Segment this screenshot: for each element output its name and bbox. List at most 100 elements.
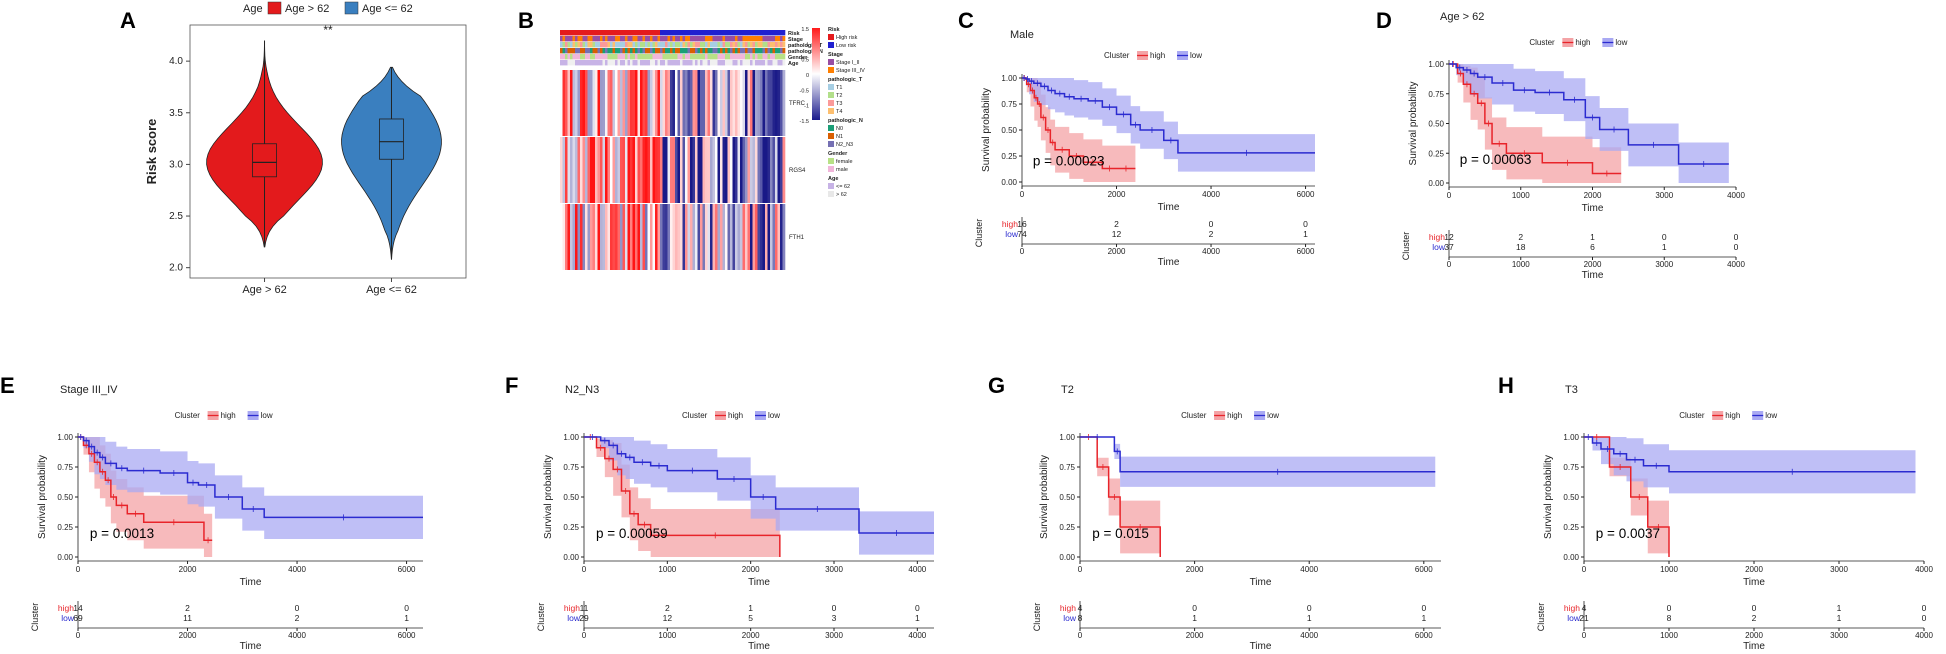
heatmap-cell [680, 70, 683, 136]
annotation-cell [737, 48, 741, 54]
y-tick-label: 0.00 [1001, 178, 1017, 187]
annotation-cell [615, 60, 618, 66]
annotation-cell [630, 48, 633, 54]
annotation-cell [610, 42, 613, 48]
risk-count: 1 [1192, 613, 1197, 623]
annotation-cell [662, 42, 666, 48]
heatmap-cell [650, 137, 653, 203]
annotation-cell [697, 42, 701, 48]
risk-count: 2 [1209, 229, 1214, 239]
p-value: p = 0.00063 [1460, 152, 1532, 167]
x-tick-label: 0 [1447, 191, 1452, 200]
annotation-cell [772, 54, 776, 60]
y-tick-label: 0.25 [563, 523, 579, 532]
heatmap-cell [667, 70, 671, 136]
annotation-cell [717, 30, 721, 36]
heatmap-cell [662, 137, 666, 203]
annotation-cell [610, 30, 613, 36]
annotation-cell [677, 54, 681, 60]
heatmap-cell [730, 204, 733, 270]
risk-x-tick-label: 0 [1582, 631, 1587, 640]
y-tick-label: 1.00 [1059, 433, 1075, 442]
annotation-cell [765, 60, 768, 66]
risk-x-tick-label: 3000 [1830, 631, 1848, 640]
annotation-cell [750, 60, 753, 66]
heatmap-cell [635, 70, 638, 136]
heatmap-cell [715, 204, 718, 270]
annotation-cell [615, 54, 618, 60]
annotation-cell [630, 30, 633, 36]
risk-count: 2 [1114, 219, 1119, 229]
heatmap-cell [695, 204, 698, 270]
y-tick-label: 0.25 [1001, 152, 1017, 161]
annotation-cell [612, 48, 616, 54]
heatmap-cell [705, 70, 708, 136]
annotation-cell [590, 48, 593, 54]
risk-count: 0 [1662, 232, 1667, 242]
annotation-cell [740, 42, 743, 48]
heatmap-legend-label: > 62 [836, 192, 847, 198]
heatmap-cell [605, 137, 608, 203]
annotation-cell [702, 54, 706, 60]
annotation-cell [630, 60, 633, 66]
heatmap-cell [767, 204, 771, 270]
risk-table-title: Cluster [30, 603, 40, 632]
heatmap-legend-title: pathologic_N [828, 118, 863, 124]
heatmap-cell [707, 137, 711, 203]
annotation-cell [607, 30, 611, 36]
annotation-cell [712, 30, 716, 36]
heatmap-cell [712, 137, 716, 203]
y-tick-label: 0.75 [1059, 463, 1075, 472]
heatmap-cell [697, 137, 701, 203]
annotation-cell [677, 60, 681, 66]
y-axis-label: Survival probability [1039, 455, 1050, 539]
heatmap-cell [622, 204, 626, 270]
heatmap-cell [750, 137, 753, 203]
heatmap-cell [752, 137, 756, 203]
y-tick-label: 0.75 [1001, 100, 1017, 109]
heatmap-cell [705, 204, 708, 270]
heatmap-cell [575, 204, 578, 270]
panel-letter-e: E [0, 373, 15, 398]
heatmap-cell [740, 137, 743, 203]
heatmap-cell [562, 137, 566, 203]
heatmap-cell [717, 137, 721, 203]
annotation-cell [715, 54, 718, 60]
annotation-cell [652, 54, 656, 60]
annotation-cell [592, 30, 596, 36]
annotation-cell [675, 30, 678, 36]
annotation-cell [685, 30, 688, 36]
p-value: p = 0.00059 [596, 526, 668, 541]
annotation-cell [775, 42, 778, 48]
annotation-cell [582, 36, 586, 42]
annotation-cell [705, 42, 708, 48]
annotation-cell [595, 36, 598, 42]
annotation-cell [682, 60, 686, 66]
annotation-cell [585, 48, 588, 54]
heatmap-cell [730, 70, 733, 136]
heatmap-cell [770, 204, 773, 270]
heatmap-cell [570, 70, 573, 136]
annotation-cell [770, 36, 773, 42]
annotation-cell [742, 60, 746, 66]
annotation-cell [645, 36, 648, 42]
heatmap-cell [625, 204, 628, 270]
heatmap-cell [667, 137, 671, 203]
km-title: Age > 62 [1440, 11, 1484, 23]
annotation-cell [740, 30, 743, 36]
annotation-cell [602, 36, 606, 42]
annotation-cell [650, 30, 653, 36]
heatmap-legend-label: Stage I_II [836, 60, 860, 66]
heatmap-cell [600, 137, 603, 203]
heatmap-cell [652, 70, 656, 136]
heatmap-legend-label: <= 62 [836, 184, 850, 190]
annotation-cell [565, 60, 568, 66]
heatmap-cell [592, 137, 596, 203]
heatmap-cell [747, 204, 751, 270]
annotation-cell [777, 60, 781, 66]
annotation-cell [712, 48, 716, 54]
annotation-cell [647, 30, 651, 36]
heatmap-cell [680, 204, 683, 270]
annotation-cell [615, 48, 618, 54]
heatmap-cell [645, 204, 648, 270]
